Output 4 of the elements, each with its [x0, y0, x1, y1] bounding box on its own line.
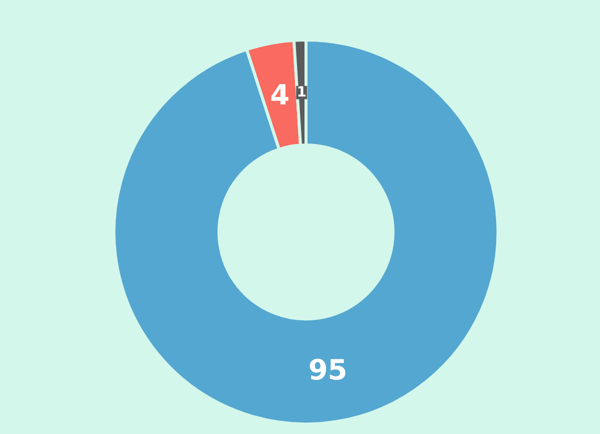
- donut-slice: [112, 38, 500, 426]
- data-label: 95: [308, 353, 348, 386]
- data-label: 4: [270, 78, 290, 112]
- data-label: 1: [296, 84, 306, 101]
